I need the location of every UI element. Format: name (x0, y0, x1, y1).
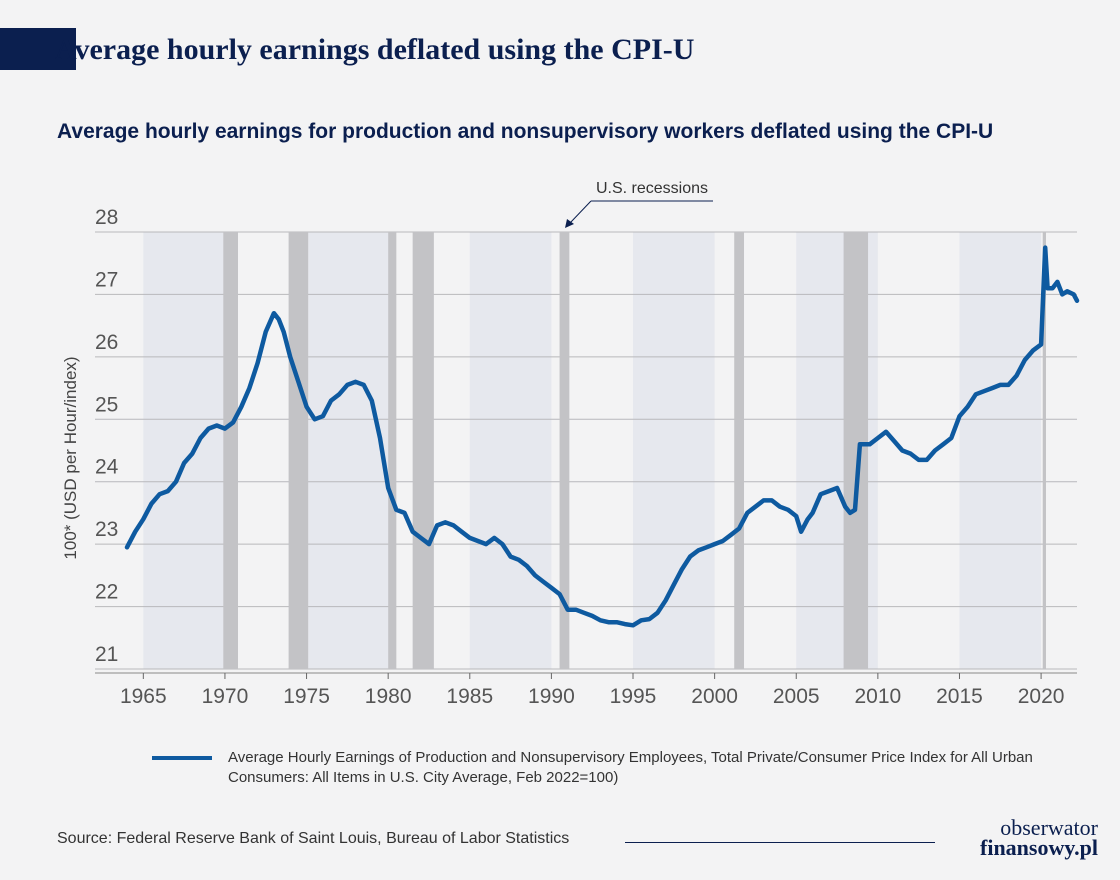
source-note: Source: Federal Reserve Bank of Saint Lo… (57, 830, 570, 847)
axes: 21 22 23 24 25 26 27 28 1965 1970 1975 1980 1985 1990… (95, 206, 1077, 708)
recession-bar-6 (843, 232, 869, 669)
recession-bar-7 (1042, 232, 1046, 669)
x-tick-label-1990: 1990 (528, 685, 575, 708)
recession-bar-5 (734, 232, 745, 669)
x-tick-label-2015: 2015 (936, 685, 983, 708)
recession-bars (223, 232, 1046, 669)
logo-line-1: obserwator (1000, 815, 1098, 840)
y-tick-label-24: 24 (95, 456, 119, 479)
y-tick-label-25: 25 (95, 393, 118, 416)
recession-annotation: U.S. recessions (565, 180, 713, 228)
series-line-0 (124, 245, 1080, 628)
series-lines (124, 245, 1080, 628)
annotation-label: U.S. recessions (596, 180, 708, 197)
brand-logo: obserwator finansowy.pl (948, 815, 1098, 860)
background-band-0 (143, 232, 225, 669)
x-tick-label-1965: 1965 (120, 685, 167, 708)
recession-bar-0 (223, 232, 238, 669)
x-tick-label-2020: 2020 (1018, 685, 1065, 708)
background-band-5 (959, 232, 1042, 669)
x-tick-label-1995: 1995 (610, 685, 657, 708)
logo-line-2: finansowy.pl (980, 835, 1098, 860)
line-chart: 21 22 23 24 25 26 27 28 1965 1970 1975 1980 1985 1990… (61, 180, 1080, 708)
title-accent-bar (0, 28, 76, 70)
annotation-arrowhead (565, 219, 574, 228)
recession-bar-4 (559, 232, 570, 669)
annotation-leader (569, 200, 592, 224)
y-tick-label-27: 27 (95, 268, 118, 291)
x-tick-label-1970: 1970 (202, 685, 249, 708)
chart-title: Average hourly earnings for production a… (57, 120, 994, 143)
recession-bar-3 (412, 232, 434, 669)
x-tick-label-2000: 2000 (691, 685, 738, 708)
y-tick-label-22: 22 (95, 581, 118, 604)
background-band-3 (633, 232, 715, 669)
recession-bar-1 (288, 232, 309, 669)
x-tick-label-1985: 1985 (446, 685, 493, 708)
background-band-2 (469, 232, 552, 669)
y-tick-label-28: 28 (95, 206, 118, 229)
x-tick-label-1975: 1975 (283, 685, 330, 708)
gridlines (95, 231, 1077, 670)
page-title: Average hourly earnings deflated using t… (55, 33, 695, 66)
y-axis-label: 100* (USD per Hour/index) (61, 356, 80, 559)
y-tick-label-26: 26 (95, 331, 118, 354)
legend: Average Hourly Earnings of Production an… (152, 748, 1052, 788)
x-tick-label-2010: 2010 (854, 685, 901, 708)
x-tick-label-1980: 1980 (365, 685, 412, 708)
background-band-1 (306, 232, 389, 669)
recession-bar-2 (388, 232, 397, 669)
source-divider (625, 842, 935, 843)
y-tick-label-23: 23 (95, 518, 118, 541)
legend-label: Average Hourly Earnings of Production an… (228, 749, 1033, 786)
legend-swatch (152, 756, 212, 760)
x-tick-label-2005: 2005 (773, 685, 820, 708)
y-tick-label-21: 21 (95, 643, 118, 666)
